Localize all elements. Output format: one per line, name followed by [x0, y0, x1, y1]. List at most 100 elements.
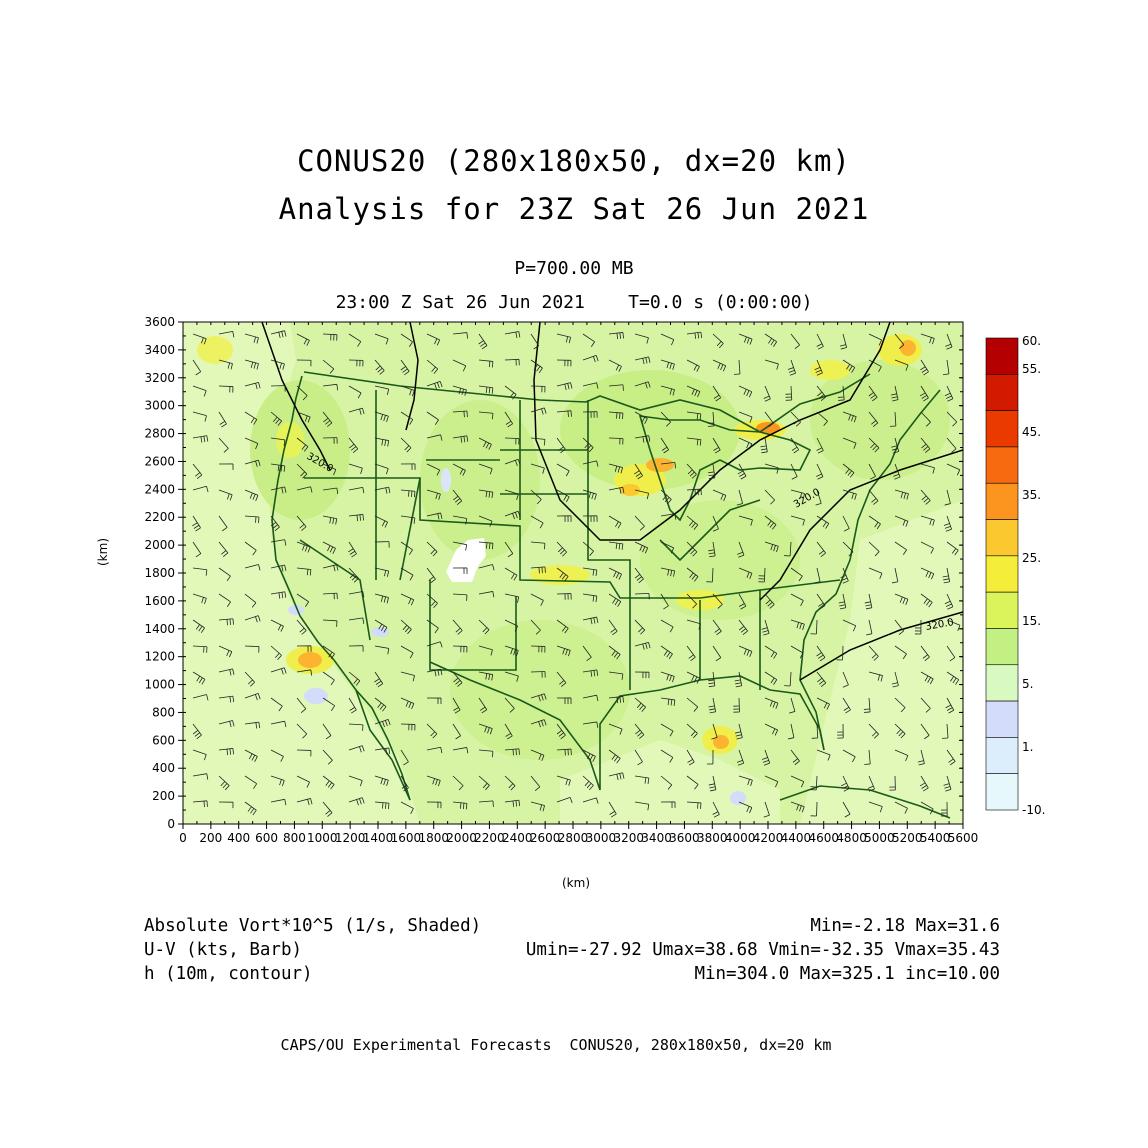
colorbar-swatch — [985, 737, 1019, 774]
barb-staff — [348, 514, 363, 517]
barb-staff — [348, 463, 363, 469]
x-tick-label: 3200 — [613, 831, 644, 845]
barb-flag — [330, 679, 335, 686]
barb-flag — [455, 735, 461, 740]
barb-staff — [556, 437, 566, 450]
barb-flag — [670, 547, 675, 554]
barb-flag — [489, 468, 493, 475]
colorbar-swatch — [985, 591, 1019, 629]
barb-staff — [894, 723, 906, 734]
barb-flag — [764, 398, 771, 402]
barb-flag — [845, 709, 851, 714]
barb-staff — [504, 775, 516, 787]
barb-flag — [542, 805, 545, 812]
barb-flag — [195, 624, 200, 630]
barb-flag — [932, 338, 935, 345]
barb-flag — [746, 571, 750, 578]
barb-flag — [917, 760, 924, 763]
barb-flag — [823, 420, 828, 426]
barb-flag — [723, 495, 727, 502]
barb-flag — [460, 436, 463, 443]
barb-staff — [842, 749, 856, 758]
barb-flag — [818, 602, 824, 607]
barb-flag — [516, 650, 519, 657]
y-tick-label: 2600 — [144, 454, 175, 468]
barb-flag — [330, 653, 335, 660]
barb-flag — [413, 517, 416, 524]
barb-flag — [506, 735, 513, 740]
barb-staff — [218, 541, 229, 554]
barb-staff — [582, 593, 597, 597]
colorbar-swatch — [985, 700, 1019, 738]
barb-flag — [559, 572, 564, 578]
barb-staff — [738, 593, 747, 607]
barb-staff — [478, 541, 493, 544]
barb-flag — [717, 363, 721, 369]
barb-staff — [530, 463, 545, 469]
barb-flag — [387, 388, 390, 395]
barb-staff — [504, 541, 514, 554]
barb-flag — [492, 564, 495, 571]
barb-flag — [440, 669, 443, 676]
barb-flag — [854, 493, 857, 500]
barb-flag — [746, 650, 750, 656]
barb-flag — [301, 444, 306, 450]
barb-flag — [433, 368, 439, 374]
barb-flag — [462, 470, 466, 476]
barb-flag — [431, 600, 436, 607]
barb-staff — [946, 567, 951, 582]
barb-staff — [556, 410, 571, 413]
barb-staff — [582, 749, 596, 757]
barb-flag — [200, 627, 205, 634]
barb-staff — [920, 567, 934, 575]
barb-flag — [743, 336, 747, 343]
barb-staff — [426, 512, 441, 517]
barb-flag — [922, 787, 929, 792]
barb-flag — [903, 492, 906, 499]
barb-flag — [593, 617, 596, 624]
barb-flag — [410, 517, 413, 524]
barb-flag — [403, 761, 409, 766]
barb-flag — [454, 498, 461, 503]
barb-staff — [608, 541, 623, 545]
barb-flag — [689, 572, 694, 578]
barb-staff — [894, 645, 907, 655]
barb-flag — [505, 733, 511, 737]
barb-flag — [746, 390, 750, 397]
barb-flag — [760, 448, 767, 451]
barb-flag — [880, 675, 883, 682]
barb-staff — [764, 489, 775, 501]
barb-flag — [737, 762, 744, 766]
x-tick-label: 4800 — [836, 831, 867, 845]
barb-flag — [951, 548, 957, 554]
barb-flag — [192, 730, 199, 735]
barb-staff — [504, 458, 519, 465]
barb-flag — [224, 785, 230, 791]
barb-flag — [814, 367, 821, 371]
barb-flag — [853, 416, 857, 423]
barb-flag — [349, 573, 355, 579]
barb-staff — [400, 411, 413, 420]
barb-flag — [255, 443, 259, 450]
barb-flag — [891, 396, 898, 399]
barb-flag — [381, 520, 386, 527]
colorbar-label: 15. — [1022, 614, 1041, 628]
barb-flag — [380, 414, 384, 421]
barb-flag — [459, 802, 462, 809]
barb-flag — [201, 679, 206, 685]
barb-flag — [437, 513, 440, 520]
barb-staff — [322, 801, 333, 813]
barb-flag — [595, 569, 598, 577]
barb-staff — [426, 746, 441, 751]
barb-flag — [787, 737, 795, 740]
barb-flag — [902, 549, 907, 555]
barb-flag — [491, 387, 494, 394]
barb-staff — [894, 411, 897, 426]
barb-flag — [482, 783, 488, 789]
barb-staff — [478, 619, 490, 630]
barb-staff — [530, 333, 540, 346]
barb-flag — [387, 719, 391, 726]
barb-flag — [329, 546, 334, 553]
barb-flag — [879, 573, 883, 579]
barb-staff — [452, 410, 467, 413]
